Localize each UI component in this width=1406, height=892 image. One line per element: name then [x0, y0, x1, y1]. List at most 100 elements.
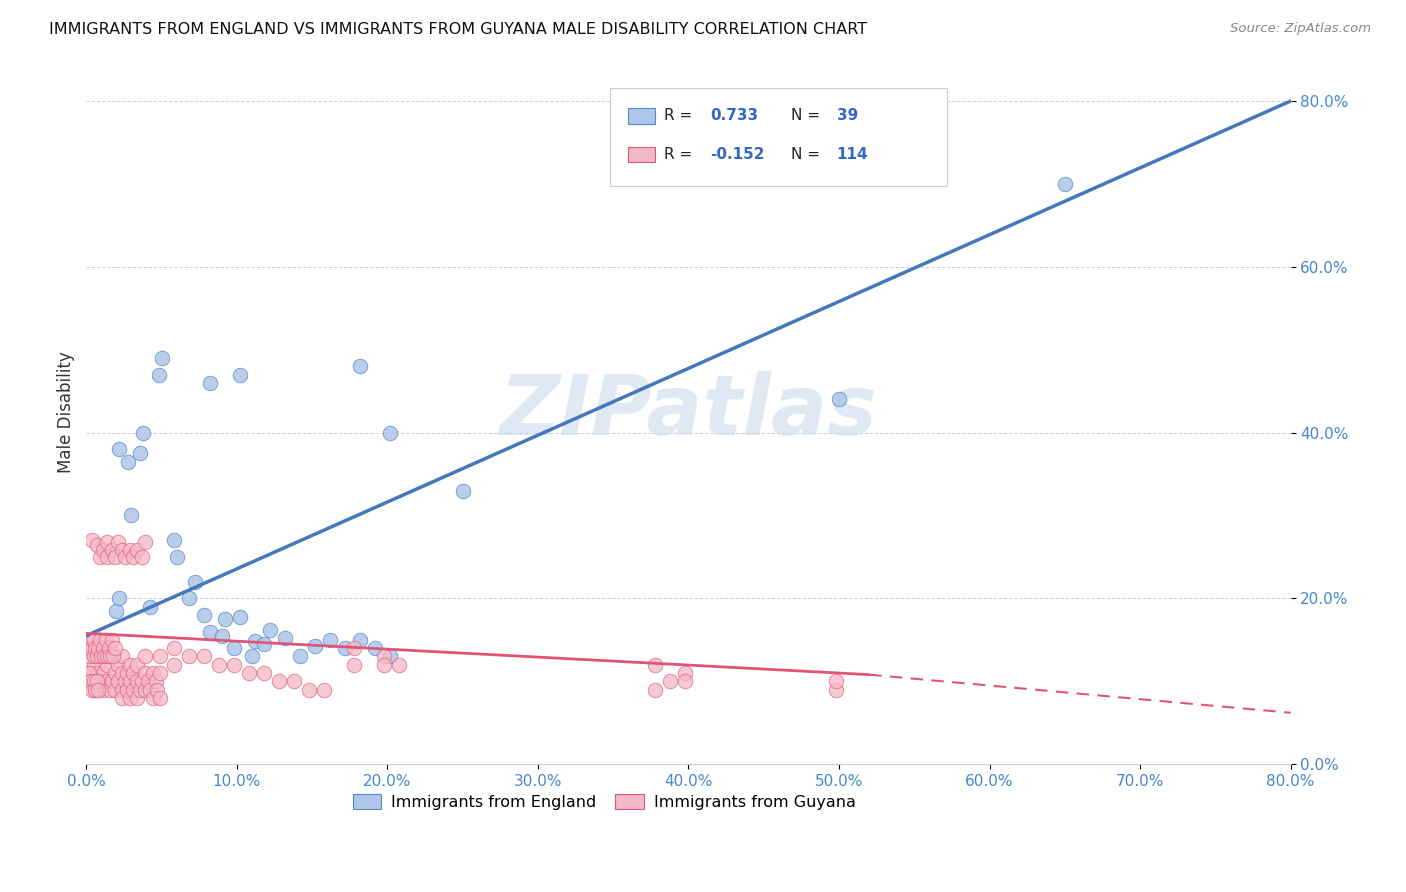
Point: [104, 549, 127, 564]
Point: [253, 637, 276, 651]
Point: [118, 690, 141, 705]
Text: -0.152: -0.152: [710, 147, 765, 162]
Point: [198, 376, 221, 390]
Point: [222, 657, 245, 672]
Point: [274, 631, 297, 645]
Point: [86, 665, 108, 680]
Point: [211, 629, 233, 643]
Point: [94, 632, 117, 647]
Point: [131, 549, 153, 564]
Point: [214, 612, 236, 626]
Point: [238, 665, 260, 680]
Point: [825, 682, 848, 697]
Point: [243, 634, 266, 648]
Text: R =: R =: [665, 147, 697, 162]
Point: [267, 674, 290, 689]
Point: [675, 665, 697, 680]
Point: [76, 641, 98, 656]
Point: [150, 351, 173, 365]
Point: [166, 549, 188, 564]
Point: [644, 657, 666, 672]
Point: [134, 649, 156, 664]
Point: [148, 368, 170, 382]
Point: [100, 682, 122, 697]
Point: [343, 657, 366, 672]
Text: 114: 114: [837, 147, 868, 162]
Point: [675, 674, 697, 689]
Point: [149, 649, 172, 664]
Point: [127, 657, 149, 672]
Point: [91, 641, 114, 656]
Point: [141, 665, 163, 680]
Point: [145, 674, 167, 689]
Point: [89, 632, 111, 647]
Point: [229, 609, 252, 624]
Text: ZIPatlas: ZIPatlas: [499, 371, 877, 452]
Text: N =: N =: [790, 109, 825, 123]
Bar: [628, 108, 655, 124]
Point: [177, 649, 200, 664]
Point: [89, 649, 111, 664]
Point: [111, 665, 134, 680]
Point: [96, 657, 118, 672]
Point: [183, 574, 205, 589]
Point: [108, 591, 131, 606]
Point: [825, 674, 848, 689]
Point: [177, 591, 200, 606]
Point: [132, 425, 155, 440]
Point: [229, 368, 252, 382]
Point: [208, 657, 231, 672]
Text: R =: R =: [665, 109, 697, 123]
Point: [131, 674, 153, 689]
Point: [83, 674, 105, 689]
Point: [96, 649, 118, 664]
Point: [82, 674, 104, 689]
Point: [118, 657, 141, 672]
Point: [108, 442, 131, 457]
Point: [103, 649, 125, 664]
Point: [111, 543, 134, 558]
Point: [118, 543, 141, 558]
Point: [349, 632, 371, 647]
Point: [141, 690, 163, 705]
Point: [298, 682, 321, 697]
Point: [101, 543, 124, 558]
Point: [79, 649, 101, 664]
Point: [373, 649, 395, 664]
Point: [259, 623, 281, 637]
Point: [89, 674, 111, 689]
Point: [76, 674, 98, 689]
Point: [304, 640, 326, 654]
Point: [118, 674, 141, 689]
Point: [80, 674, 103, 689]
Point: [1053, 177, 1076, 191]
Point: [87, 682, 110, 697]
Point: [80, 632, 103, 647]
Point: [117, 455, 139, 469]
Point: [83, 657, 105, 672]
Point: [107, 674, 129, 689]
Point: [111, 649, 134, 664]
Point: [91, 682, 114, 697]
Point: [104, 665, 127, 680]
Point: [129, 682, 152, 697]
Text: N =: N =: [790, 147, 825, 162]
Text: 39: 39: [837, 109, 858, 123]
Point: [659, 674, 682, 689]
Point: [134, 535, 156, 549]
Point: [86, 674, 108, 689]
Point: [828, 392, 851, 407]
Point: [138, 682, 160, 697]
Point: [253, 665, 276, 680]
Point: [319, 632, 342, 647]
Point: [451, 483, 474, 498]
Point: [380, 425, 402, 440]
Text: IMMIGRANTS FROM ENGLAND VS IMMIGRANTS FROM GUYANA MALE DISABILITY CORRELATION CH: IMMIGRANTS FROM ENGLAND VS IMMIGRANTS FR…: [49, 22, 868, 37]
Point: [127, 543, 149, 558]
Point: [193, 649, 215, 664]
Point: [162, 657, 184, 672]
Point: [87, 641, 110, 656]
Point: [644, 682, 666, 697]
Point: [149, 690, 172, 705]
Point: [76, 665, 98, 680]
